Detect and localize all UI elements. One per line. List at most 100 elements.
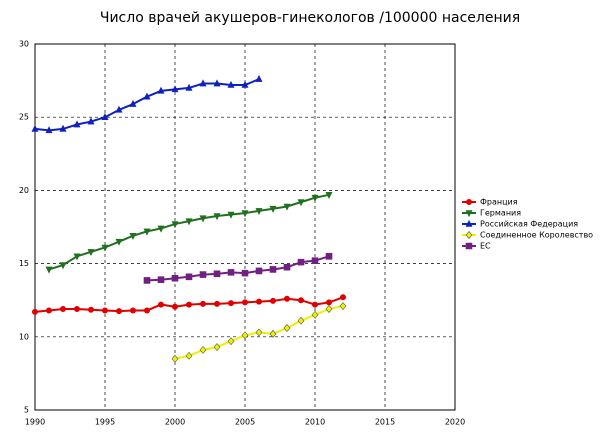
marker <box>185 351 193 360</box>
marker <box>102 307 108 314</box>
marker <box>87 117 95 125</box>
marker <box>465 219 473 227</box>
marker <box>325 305 333 313</box>
marker <box>213 79 221 87</box>
marker <box>255 328 263 337</box>
marker <box>256 298 262 305</box>
marker <box>298 297 304 304</box>
marker <box>283 263 291 271</box>
marker <box>284 295 290 302</box>
marker <box>88 306 94 313</box>
marker <box>297 199 305 207</box>
x-tick-label: 2000 <box>165 418 185 427</box>
legend-label: Франция <box>480 198 518 207</box>
marker <box>171 274 179 282</box>
marker <box>171 221 179 229</box>
marker <box>283 203 291 211</box>
marker <box>74 305 80 312</box>
y-tick-label: 20 <box>19 186 29 195</box>
marker <box>297 258 305 266</box>
marker <box>87 249 95 257</box>
marker <box>227 211 235 219</box>
marker <box>31 124 39 132</box>
marker <box>199 346 207 354</box>
marker <box>158 301 164 308</box>
marker <box>157 276 165 284</box>
y-tick-label: 10 <box>19 332 29 341</box>
marker <box>185 273 193 281</box>
marker <box>325 191 333 199</box>
marker <box>465 210 473 218</box>
marker <box>269 266 277 273</box>
marker <box>143 228 151 236</box>
marker <box>59 124 67 132</box>
marker <box>199 79 207 87</box>
marker <box>269 329 277 338</box>
marker <box>130 307 136 314</box>
legend-label: Российская Федерация <box>480 220 578 229</box>
marker <box>60 305 66 312</box>
marker <box>101 113 109 120</box>
marker <box>171 354 179 363</box>
marker <box>241 80 249 88</box>
marker <box>227 80 235 88</box>
y-tick-label: 15 <box>19 259 29 268</box>
marker <box>199 271 207 278</box>
marker <box>171 85 179 93</box>
marker <box>172 303 178 310</box>
x-tick-label: 2020 <box>445 418 465 427</box>
marker <box>466 199 472 205</box>
marker <box>312 301 318 308</box>
marker <box>129 232 137 240</box>
marker <box>255 208 263 216</box>
marker <box>227 269 235 276</box>
legend-label: Германия <box>480 209 521 218</box>
x-tick-label: 1995 <box>95 418 115 427</box>
marker <box>340 294 346 301</box>
marker <box>241 210 249 218</box>
marker <box>200 300 206 307</box>
marker <box>311 257 319 264</box>
marker <box>185 83 193 91</box>
y-tick-label: 5 <box>24 406 29 415</box>
marker <box>311 194 319 202</box>
marker <box>129 99 137 107</box>
marker <box>59 262 67 270</box>
marker <box>157 86 165 94</box>
marker <box>269 205 277 213</box>
marker <box>157 225 165 233</box>
marker <box>199 215 207 223</box>
marker <box>73 120 81 128</box>
marker <box>465 242 473 250</box>
marker <box>255 74 263 82</box>
marker <box>101 244 109 252</box>
marker <box>214 300 220 307</box>
marker <box>325 252 333 260</box>
marker <box>213 343 221 352</box>
marker <box>143 277 151 284</box>
x-tick-label: 2010 <box>305 418 325 427</box>
marker <box>185 218 193 226</box>
marker <box>213 213 221 221</box>
marker <box>73 253 81 261</box>
marker <box>45 126 53 134</box>
chart-title: Число врачей акушеров-гинекологов /10000… <box>100 10 520 26</box>
marker <box>297 316 305 325</box>
marker <box>241 269 249 277</box>
marker <box>465 231 473 239</box>
marker <box>242 299 248 306</box>
marker <box>115 238 123 246</box>
plot-frame <box>34 43 456 411</box>
x-tick-label: 2015 <box>375 418 395 427</box>
marker <box>283 324 291 332</box>
y-tick-label: 25 <box>19 113 29 122</box>
marker <box>228 300 234 307</box>
marker <box>326 299 332 306</box>
marker <box>255 267 263 275</box>
marker <box>186 301 192 308</box>
marker <box>143 92 151 100</box>
marker <box>115 105 123 113</box>
marker <box>45 266 53 274</box>
marker <box>339 302 347 311</box>
